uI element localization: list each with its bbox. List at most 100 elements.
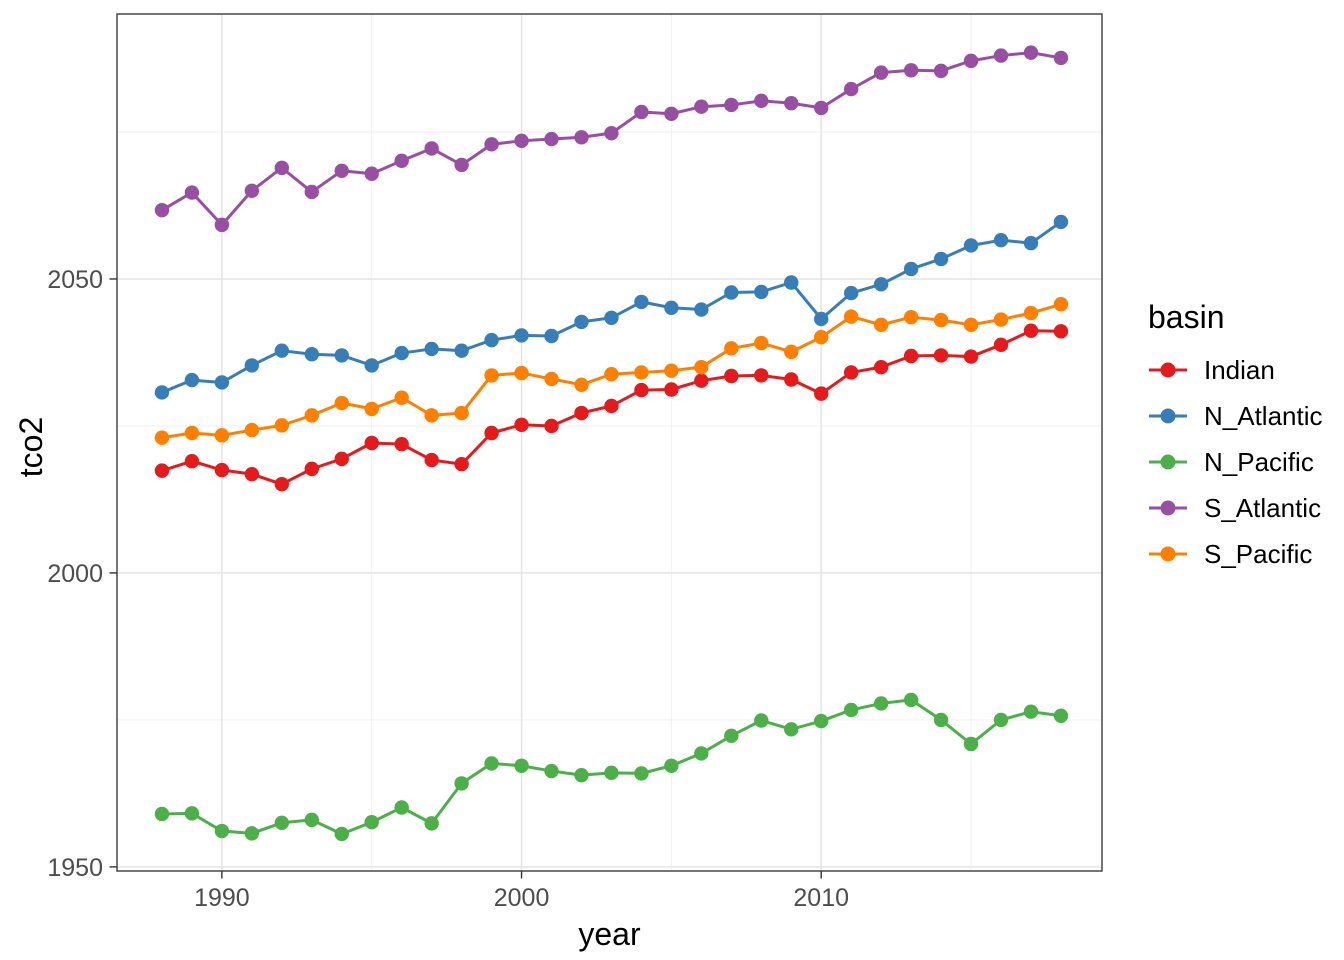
data-point (454, 456, 469, 472)
data-point (184, 806, 200, 821)
series-N_Pacific (154, 692, 1069, 842)
data-point (544, 763, 559, 779)
data-point (304, 408, 319, 423)
data-point (903, 348, 919, 364)
data-point (843, 365, 859, 380)
data-point (394, 153, 409, 169)
data-point (1023, 45, 1039, 60)
y-axis-title: tco2 (13, 416, 49, 478)
legend-key-icon (1149, 408, 1187, 424)
data-point (244, 358, 260, 373)
data-point (664, 300, 679, 315)
data-point (843, 81, 859, 97)
data-point (694, 99, 709, 114)
data-point (993, 312, 1009, 327)
data-point (903, 692, 919, 708)
data-point (544, 371, 559, 387)
data-point (304, 461, 319, 477)
data-point (304, 812, 319, 828)
data-point (394, 436, 409, 452)
legend-entry-label: N_Pacific (1204, 447, 1314, 478)
data-point (244, 466, 260, 482)
data-point (784, 344, 799, 360)
data-point (1053, 324, 1069, 339)
data-point (514, 417, 529, 432)
data-point (724, 341, 739, 356)
data-point (694, 302, 709, 317)
data-point (873, 696, 889, 711)
data-point (1053, 214, 1069, 230)
series-S_Pacific (154, 297, 1069, 445)
data-point (184, 425, 200, 441)
data-point (184, 185, 200, 200)
legend-entry-label: Indian (1204, 355, 1275, 386)
plot-panel (117, 14, 1102, 871)
data-point (514, 328, 529, 343)
data-point (544, 418, 559, 434)
data-point (544, 328, 559, 344)
data-point (724, 97, 739, 113)
data-point (424, 408, 439, 423)
data-point (814, 329, 829, 345)
data-point (933, 251, 949, 267)
data-point (1053, 50, 1069, 66)
y-tick-label: 2050 (47, 266, 103, 294)
legend: basin Indian N_Atlantic N_Pacific S_Atlanti… (1146, 299, 1323, 577)
data-point (514, 133, 529, 149)
data-point (514, 758, 529, 773)
data-point (993, 337, 1009, 353)
data-point (574, 377, 589, 392)
data-point (814, 311, 829, 327)
data-point (424, 816, 439, 831)
y-tick-label: 1950 (47, 854, 103, 882)
data-point (274, 343, 290, 358)
data-point (154, 385, 170, 400)
data-point (244, 422, 260, 438)
y-tick-label: 2000 (47, 560, 103, 588)
data-point (244, 826, 260, 841)
data-point (873, 359, 889, 375)
data-point (1053, 708, 1069, 723)
data-point (843, 309, 859, 324)
legend-entry-Indian: Indian (1146, 347, 1323, 393)
data-point (484, 332, 499, 348)
data-point (274, 418, 290, 433)
data-point (963, 349, 979, 364)
data-point (843, 285, 859, 301)
data-point (754, 335, 769, 351)
data-point (724, 368, 739, 384)
data-point (604, 398, 619, 414)
data-point (394, 800, 409, 815)
data-point (634, 382, 649, 398)
data-point (784, 722, 799, 737)
data-point (963, 317, 979, 333)
data-point (724, 728, 739, 743)
data-point (933, 348, 949, 363)
data-point (484, 368, 499, 383)
data-point (694, 359, 709, 375)
data-point (574, 314, 589, 330)
axis-ticks (109, 278, 822, 879)
data-point (993, 48, 1009, 63)
data-point (574, 130, 589, 145)
axis-tick-labels: 1990 2000 2010 1950 2000 2050 (47, 266, 849, 912)
legend-key-icon (1149, 500, 1187, 516)
data-point (754, 713, 769, 728)
data-point (304, 184, 319, 200)
data-point (544, 131, 559, 147)
legend-key-icon (1149, 362, 1187, 378)
legend-key-icon (1149, 454, 1187, 470)
data-point (394, 390, 409, 405)
data-point (394, 345, 409, 361)
data-point (634, 365, 649, 380)
data-point (903, 309, 919, 325)
data-point (364, 815, 379, 830)
data-point (484, 137, 499, 152)
data-point (364, 435, 379, 451)
data-point (784, 372, 799, 387)
x-tick-label: 2010 (793, 884, 849, 912)
data-point (184, 372, 200, 388)
data-point (694, 746, 709, 761)
